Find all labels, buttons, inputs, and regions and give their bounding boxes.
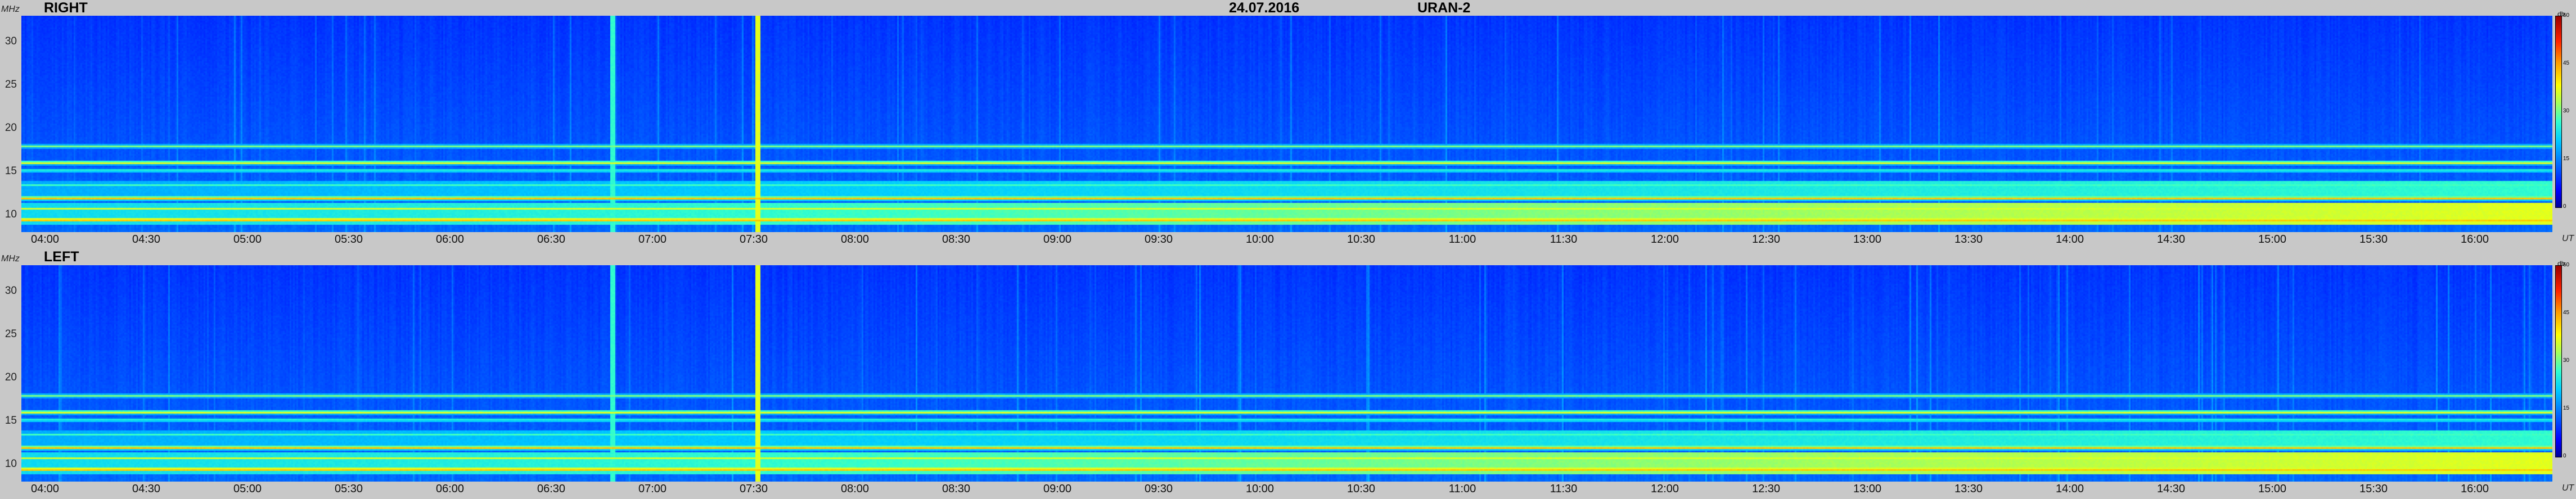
colorbar-right xyxy=(2555,16,2562,208)
colorbar-tick-label: 30 xyxy=(2563,108,2570,114)
panel-title-right: RIGHT xyxy=(44,0,88,16)
x-tick-label: 08:30 xyxy=(942,233,971,246)
panel-title-left: LEFT xyxy=(44,249,79,265)
x-tick-label: 04:30 xyxy=(132,233,161,246)
x-tick-label: 12:30 xyxy=(1751,483,1781,495)
colorbar-tick-label: 0 xyxy=(2563,453,2566,459)
x-tick-label: 05:30 xyxy=(334,233,363,246)
x-tick-label: 05:00 xyxy=(233,233,262,246)
x-tick-label: 05:30 xyxy=(334,483,363,495)
y-tick-label: 25 xyxy=(4,79,17,91)
x-tick-label: 13:00 xyxy=(1853,233,1882,246)
x-tick-label: 13:30 xyxy=(1954,233,1983,246)
y-tick-label: 20 xyxy=(4,371,17,384)
x-tick-label: 13:00 xyxy=(1853,483,1882,495)
x-tick-label: 14:00 xyxy=(2055,483,2084,495)
x-tick-label: 12:30 xyxy=(1751,233,1781,246)
x-tick-label: 07:00 xyxy=(638,483,667,495)
x-tick-label: 09:30 xyxy=(1144,233,1173,246)
colorbar-tick-label: 60 xyxy=(2563,12,2570,19)
x-tick-label: 04:00 xyxy=(30,233,60,246)
y-tick-label: 15 xyxy=(4,165,17,178)
colorbar-tick-label: 45 xyxy=(2563,60,2570,66)
colorbar-tick-label: 60 xyxy=(2563,262,2570,268)
x-tick-label: 06:00 xyxy=(435,233,465,246)
x-tick-label: 11:30 xyxy=(1550,233,1578,246)
y-tick-label: 20 xyxy=(4,122,17,134)
x-tick-label: 14:00 xyxy=(2055,233,2084,246)
x-tick-label: 07:30 xyxy=(739,483,768,495)
x-tick-label: 09:00 xyxy=(1043,483,1072,495)
x-tick-label: 04:00 xyxy=(30,483,60,495)
x-tick-label: 12:00 xyxy=(1650,233,1679,246)
x-tick-label: 06:30 xyxy=(537,483,566,495)
x-tick-label: 15:00 xyxy=(2258,233,2287,246)
y-tick-label: 30 xyxy=(4,35,17,48)
x-tick-label: 14:30 xyxy=(2156,483,2186,495)
colorbar-left xyxy=(2555,265,2562,457)
y-tick-label: 10 xyxy=(4,208,17,221)
x-tick-label: 08:00 xyxy=(840,233,870,246)
x-tick-label: 11:30 xyxy=(1550,483,1578,495)
colorbar-tick-label: 15 xyxy=(2563,156,2570,162)
date-label: 24.07.2016 xyxy=(1229,0,1300,16)
x-axis-unit: UT xyxy=(2562,234,2574,243)
x-tick-label: 16:00 xyxy=(2460,233,2489,246)
x-tick-label: 07:00 xyxy=(638,233,667,246)
x-tick-label: 10:00 xyxy=(1245,233,1275,246)
x-tick-label: 10:30 xyxy=(1346,233,1376,246)
colorbar-tick-label: 15 xyxy=(2563,405,2570,411)
x-tick-label: 08:00 xyxy=(840,483,870,495)
x-tick-label: 05:00 xyxy=(233,483,262,495)
y-tick-label: 15 xyxy=(4,415,17,427)
x-tick-label: 11:00 xyxy=(1448,233,1476,246)
x-tick-label: 15:30 xyxy=(2359,233,2388,246)
spectrogram-right xyxy=(21,16,2552,232)
x-tick-label: 15:30 xyxy=(2359,483,2388,495)
x-tick-label: 14:30 xyxy=(2156,233,2186,246)
colorbar-tick-label: 30 xyxy=(2563,357,2570,364)
colorbar-tick-label: 0 xyxy=(2563,203,2566,210)
x-tick-label: 12:00 xyxy=(1650,483,1679,495)
x-tick-label: 04:30 xyxy=(132,483,161,495)
x-tick-label: 09:00 xyxy=(1043,233,1072,246)
x-tick-label: 08:30 xyxy=(942,483,971,495)
x-tick-label: 13:30 xyxy=(1954,483,1983,495)
instrument-label: URAN-2 xyxy=(1417,0,1471,16)
x-tick-label: 16:00 xyxy=(2460,483,2489,495)
x-tick-label: 06:30 xyxy=(537,233,566,246)
x-tick-label: 11:00 xyxy=(1448,483,1476,495)
x-axis-unit: UT xyxy=(2562,483,2574,493)
y-axis-unit-right: MHz xyxy=(1,4,20,14)
x-tick-label: 09:30 xyxy=(1144,483,1173,495)
y-axis-unit-left: MHz xyxy=(1,254,20,264)
x-tick-label: 07:30 xyxy=(739,233,768,246)
x-tick-label: 06:00 xyxy=(435,483,465,495)
x-tick-label: 10:30 xyxy=(1346,483,1376,495)
x-tick-label: 15:00 xyxy=(2258,483,2287,495)
y-tick-label: 30 xyxy=(4,285,17,297)
colorbar-tick-label: 45 xyxy=(2563,310,2570,316)
y-tick-label: 10 xyxy=(4,458,17,470)
spectrogram-left xyxy=(21,265,2552,482)
x-tick-label: 10:00 xyxy=(1245,483,1275,495)
y-tick-label: 25 xyxy=(4,328,17,341)
